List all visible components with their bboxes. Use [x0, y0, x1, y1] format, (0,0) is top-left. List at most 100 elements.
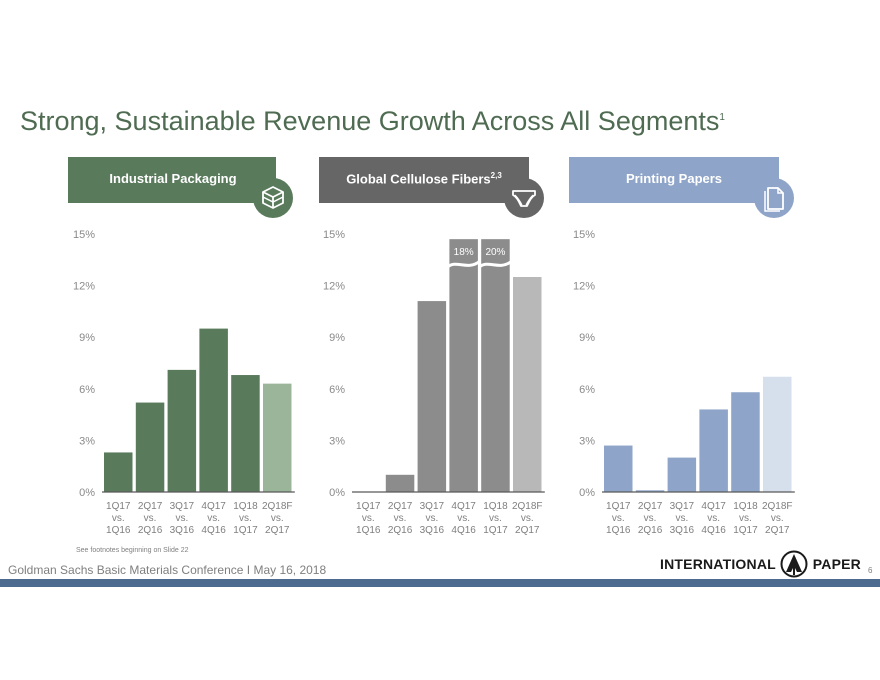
y-tick-label: 12% [73, 281, 95, 293]
y-tick-label: 6% [329, 384, 345, 396]
y-tick-label: 6% [79, 384, 95, 396]
logo-text-right: PAPER [812, 556, 861, 572]
x-tick-label: 3Q17 [170, 501, 195, 512]
footer-conference: Goldman Sachs Basic Materials Conference… [8, 563, 327, 577]
global-cellulose-fibers-chart: 0% 3% 6% 9% 12% 15% 1Q17 vs. 1Q16 2Q17 vs. 2Q16 3Q17… [318, 222, 550, 542]
bar-3q17 [167, 369, 197, 492]
x-tick-label: 3Q16 [420, 525, 445, 536]
international-paper-logo: INTERNATIONAL PAPER [660, 550, 861, 580]
x-tick-label: 2Q17 [388, 501, 413, 512]
x-tick-label: 2Q17 [765, 525, 790, 536]
y-tick-label: 9% [79, 332, 95, 344]
x-tick-label: vs. [425, 513, 438, 524]
printing-papers-label: Printing Papers [569, 171, 779, 186]
industrial-packaging-header: Industrial Packaging [68, 157, 276, 203]
x-tick-label: 1Q16 [356, 525, 381, 536]
x-tick-label: 2Q17 [638, 501, 663, 512]
bar-3q17 [417, 301, 447, 492]
x-tick-label: 4Q17 [451, 501, 476, 512]
y-tick-label: 15% [323, 229, 345, 241]
global-cellulose-fibers-label-text: Global Cellulose Fibers [346, 171, 491, 187]
y-tick-label: 15% [73, 229, 95, 241]
axis-break-mark [446, 259, 481, 269]
bar-2q17 [635, 490, 665, 492]
box-icon [253, 178, 293, 218]
x-tick-label: vs. [644, 513, 657, 524]
printing-papers-chart: 0% 3% 6% 9% 12% 15% 1Q17 vs. 1Q16 2Q17 vs. 2Q16 3Q17… [568, 222, 800, 542]
title-footnote-ref: 1 [719, 112, 725, 123]
global-cellulose-fibers-header: Global Cellulose Fibers2,3 [319, 157, 529, 203]
industrial-packaging-chart-svg: 0%3%6%9%12%15%1Q17vs.1Q162Q17vs.2Q163Q17… [73, 229, 295, 536]
x-tick-label: vs. [739, 513, 752, 524]
bar-4q17 [699, 409, 728, 492]
x-tick-label: vs. [771, 513, 784, 524]
bar-1q17 [104, 452, 133, 492]
x-tick-label: 2Q18F [762, 501, 793, 512]
y-tick-label: 12% [573, 281, 595, 293]
y-tick-label: 0% [329, 487, 345, 499]
logo-text-left: INTERNATIONAL [660, 556, 776, 572]
global-cellulose-fibers-chart-svg: 0%3%6%9%12%15%1Q17vs.1Q162Q17vs.2Q163Q17… [323, 229, 545, 536]
bar-data-label: 20% [485, 247, 505, 258]
bar-3q17 [667, 457, 697, 492]
x-tick-label: 2Q17 [138, 501, 163, 512]
y-tick-label: 9% [579, 332, 595, 344]
x-tick-label: 1Q17 [606, 501, 631, 512]
x-tick-label: 3Q16 [170, 525, 195, 536]
x-tick-label: 2Q16 [638, 525, 663, 536]
y-tick-label: 3% [329, 435, 345, 447]
x-tick-label: 1Q18 [233, 501, 258, 512]
x-tick-label: 1Q17 [106, 501, 131, 512]
page-number: 6 [868, 566, 873, 575]
x-tick-label: 1Q18 [483, 501, 508, 512]
axis-break-mark [478, 259, 513, 269]
x-tick-label: 4Q16 [201, 525, 226, 536]
x-tick-label: vs. [457, 513, 470, 524]
x-tick-label: 2Q16 [388, 525, 413, 536]
industrial-packaging-chart: 0% 3% 6% 9% 12% 15% 1Q17 vs. 1Q16 2Q17 vs. 2Q16 3Q17… [68, 222, 300, 542]
printing-papers-label-text: Printing Papers [625, 171, 723, 186]
printing-papers-chart-svg: 0%3%6%9%12%15%1Q17vs.1Q162Q17vs.2Q163Q17… [573, 229, 795, 536]
x-tick-label: vs. [239, 513, 252, 524]
bar-2q18f [763, 376, 792, 492]
x-tick-label: vs. [112, 513, 125, 524]
document-icon [754, 178, 794, 218]
x-tick-label: vs. [521, 513, 534, 524]
y-tick-label: 0% [79, 487, 95, 499]
x-tick-label: vs. [394, 513, 407, 524]
bar-4q17 [449, 239, 478, 492]
x-tick-label: vs. [175, 513, 188, 524]
x-tick-label: vs. [675, 513, 688, 524]
y-tick-label: 9% [329, 332, 345, 344]
x-tick-label: 1Q17 [483, 525, 508, 536]
x-tick-label: 1Q17 [233, 525, 258, 536]
printing-papers-header: Printing Papers [569, 157, 779, 203]
bar-1q17 [604, 445, 633, 492]
x-tick-label: 1Q17 [733, 525, 758, 536]
x-tick-label: 3Q17 [420, 501, 445, 512]
x-tick-label: 2Q17 [515, 525, 540, 536]
x-tick-label: 1Q16 [106, 525, 131, 536]
x-tick-label: 4Q16 [701, 525, 726, 536]
x-tick-label: vs. [362, 513, 375, 524]
x-tick-label: 4Q16 [451, 525, 476, 536]
x-tick-label: 3Q17 [670, 501, 695, 512]
x-tick-label: vs. [489, 513, 502, 524]
x-tick-label: 3Q16 [670, 525, 695, 536]
bar-2q18f [263, 383, 292, 492]
y-tick-label: 0% [579, 487, 595, 499]
y-tick-label: 12% [323, 281, 345, 293]
footer-bar [0, 579, 880, 587]
x-tick-label: 4Q17 [701, 501, 726, 512]
y-tick-label: 3% [79, 435, 95, 447]
y-tick-label: 3% [579, 435, 595, 447]
industrial-packaging-label-text: Industrial Packaging [109, 171, 237, 186]
bar-2q18f [513, 277, 542, 492]
bar-2q17 [135, 402, 165, 492]
bar-1q18 [731, 392, 760, 492]
tree-logo-icon [780, 550, 808, 578]
slide-title-text: Strong, Sustainable Revenue Growth Acros… [20, 106, 720, 136]
y-tick-label: 15% [573, 229, 595, 241]
bar-1q18 [231, 375, 260, 492]
x-tick-label: vs. [144, 513, 157, 524]
